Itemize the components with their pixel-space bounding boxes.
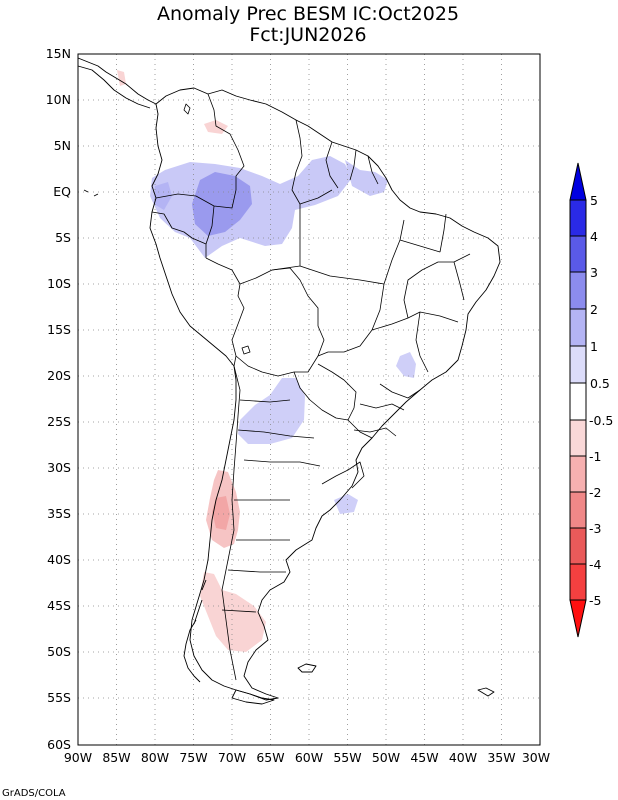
border-uruguay — [322, 462, 364, 488]
lat-label-50s: 50S — [47, 644, 71, 659]
lat-label-5s: 5S — [55, 230, 71, 245]
colorbar-label-neg0-5: -0.5 — [589, 413, 613, 428]
lon-label-55w: 55W — [333, 750, 361, 765]
colorbar-label-neg1: -1 — [589, 449, 601, 464]
lon-label-45w: 45W — [410, 750, 438, 765]
lat-tick-labels: 15N 10N 5N EQ 5S 10S 15S 20S 25S 30S 35S… — [46, 46, 71, 752]
lon-label-40w: 40W — [449, 750, 477, 765]
lake-maracaibo — [184, 104, 190, 114]
lon-label-85w: 85W — [102, 750, 130, 765]
lat-label-35s: 35S — [47, 506, 71, 521]
lat-label-20s: 20S — [47, 368, 71, 383]
border-bolivia-south — [236, 356, 318, 376]
colorbar-label-neg5: -5 — [589, 593, 601, 608]
border-bolivia-brazil — [240, 268, 324, 356]
lon-label-80w: 80W — [141, 750, 169, 765]
colorbar-swatch-neg2-neg3 — [570, 492, 586, 528]
lat-label-15s: 15S — [47, 322, 71, 337]
colorbar — [570, 163, 586, 637]
colorbar-swatch-05-1 — [570, 346, 586, 383]
colorbar-swatch-neg1-neg2 — [570, 456, 586, 492]
lat-label-55s: 55S — [47, 690, 71, 705]
lon-label-60w: 60W — [295, 750, 323, 765]
colorbar-swatch-1-2 — [570, 309, 586, 346]
border-peru-brazil — [206, 258, 244, 324]
anomaly-region-caribbean-coast — [204, 120, 228, 134]
anomaly-region-minas — [396, 352, 416, 378]
coastline-galapagos — [84, 190, 98, 196]
lat-label-10n: 10N — [46, 92, 71, 107]
lon-tick-labels: 90W 85W 80W 75W 70W 65W 60W 55W 50W 45W … — [64, 750, 550, 765]
lon-label-35w: 35W — [487, 750, 515, 765]
anomaly-region-paraguay — [238, 378, 305, 444]
lat-label-40s: 40S — [47, 552, 71, 567]
anomaly-region-patagonia — [200, 572, 266, 652]
colorbar-swatch-3-4 — [570, 236, 586, 272]
lat-label-5n: 5N — [54, 138, 71, 153]
map-title-line1: Anomaly Prec BESM IC:Oct2025 — [157, 3, 459, 25]
colorbar-label-5: 5 — [590, 193, 598, 208]
colorbar-label-4: 4 — [590, 229, 598, 244]
colorbar-bottom-arrow — [570, 600, 586, 637]
grid-lines — [78, 54, 540, 745]
colorbar-labels: 5 4 3 2 1 0.5 -0.5 -1 -2 -3 -4 -5 — [589, 193, 613, 608]
lon-label-30w: 30W — [522, 750, 550, 765]
grads-credit: GrADS/COLA — [2, 788, 66, 799]
lat-label-30s: 30S — [47, 460, 71, 475]
colorbar-label-neg3: -3 — [589, 521, 601, 536]
colorbar-label-neg2: -2 — [589, 485, 601, 500]
map-title-line2: Fct:JUN2026 — [249, 24, 366, 46]
colorbar-label-3: 3 — [590, 265, 598, 280]
colorbar-swatch-4-5 — [570, 200, 586, 236]
lat-label-10s: 10S — [47, 276, 71, 291]
coastline-central-america — [78, 58, 156, 108]
lon-label-75w: 75W — [179, 750, 207, 765]
border-peru-bolivia — [232, 324, 238, 366]
colorbar-top-arrow — [570, 163, 586, 200]
lake-titicaca — [242, 346, 250, 354]
anomaly-region-uruguay — [334, 494, 358, 514]
colorbar-label-0-5: 0.5 — [590, 376, 610, 391]
colorbar-swatch-2-3 — [570, 272, 586, 309]
lat-label-25s: 25S — [47, 414, 71, 429]
colorbar-swatch-neg4-neg5 — [570, 564, 586, 600]
coastline-falklands — [298, 664, 316, 672]
lon-label-50w: 50W — [372, 750, 400, 765]
anomaly-shading — [117, 70, 416, 652]
colorbar-label-neg4: -4 — [589, 557, 602, 572]
border-argentina-brazil — [348, 420, 372, 438]
colorbar-swatch-neg05-neg1 — [570, 420, 586, 456]
map-figure: Anomaly Prec BESM IC:Oct2025 Fct:JUN2026 — [0, 0, 618, 800]
lat-label-45s: 45S — [47, 598, 71, 613]
colorbar-label-1: 1 — [590, 339, 598, 354]
lat-label-eq: EQ — [53, 184, 71, 199]
coastline-south-georgia — [478, 688, 494, 696]
anomaly-region-guiana — [345, 160, 388, 196]
lon-label-70w: 70W — [218, 750, 246, 765]
colorbar-swatch-neg3-neg4 — [570, 528, 586, 564]
colorbar-swatch-neutral — [570, 383, 586, 420]
lon-label-65w: 65W — [256, 750, 284, 765]
coastline-tierra-del-fuego — [232, 690, 274, 704]
lat-label-15n: 15N — [46, 46, 71, 61]
anomaly-region-western-amazon — [150, 156, 352, 258]
colorbar-label-2: 2 — [590, 302, 598, 317]
lon-label-90w: 90W — [64, 750, 92, 765]
